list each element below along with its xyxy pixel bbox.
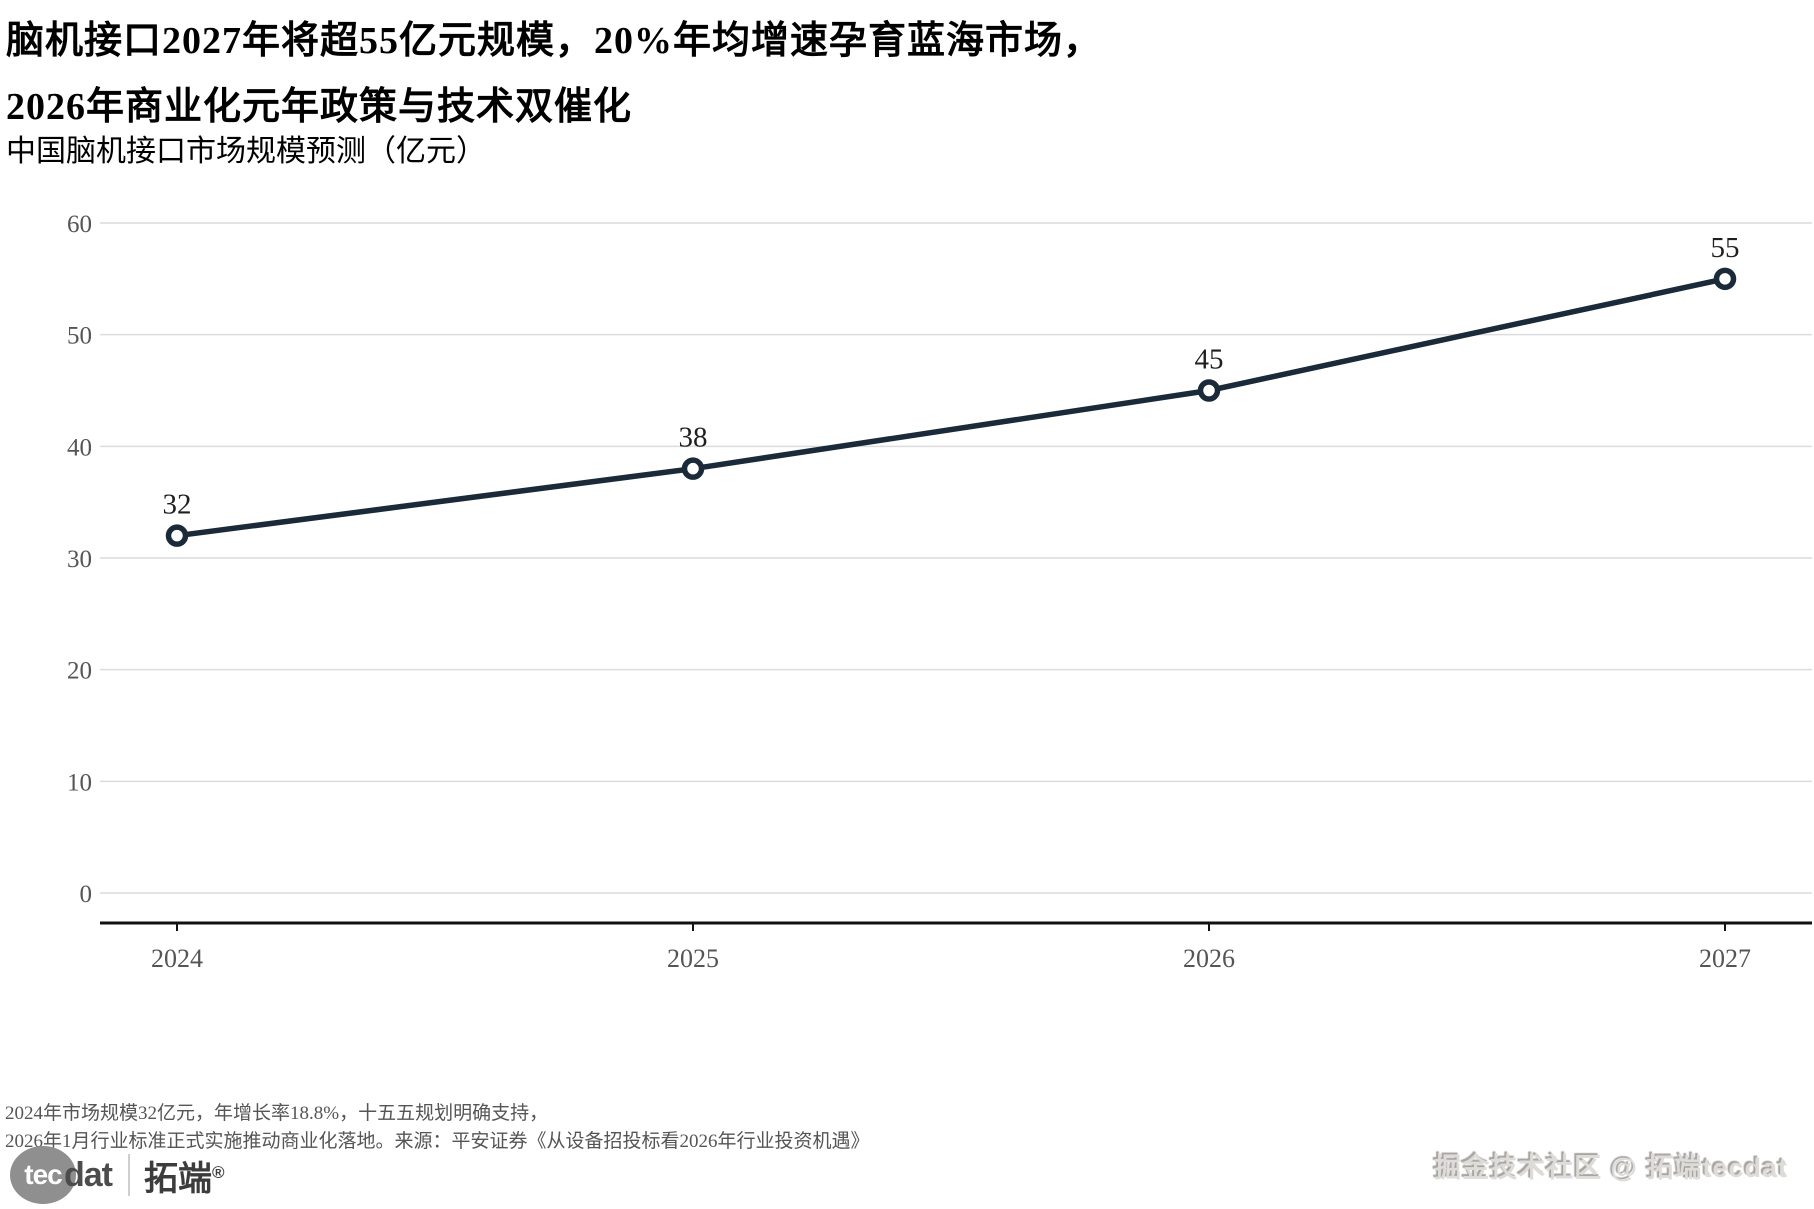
watermark: 掘金技术社区 @ 拓端tecdat <box>1434 1153 1788 1183</box>
chart-headline: 脑机接口2027年将超55亿元规模，20%年均增速孕育蓝海市场， 2026年商业… <box>6 8 1102 140</box>
registered-mark-icon: ® <box>212 1162 225 1182</box>
y-tick-label: 40 <box>67 434 92 461</box>
data-point <box>165 524 189 547</box>
x-tick-label: 2024 <box>151 944 203 973</box>
tecdat-logo-mark: tec <box>10 1146 76 1204</box>
data-point <box>1713 267 1737 291</box>
logo-divider <box>128 1154 130 1196</box>
headline-line-2: 2026年商业化元年政策与技术双催化 <box>6 86 633 128</box>
data-point-label: 55 <box>1711 232 1740 264</box>
y-tick-label: 50 <box>67 323 92 350</box>
y-tick-label: 0 <box>80 881 93 908</box>
data-point <box>681 457 705 480</box>
data-point-label: 32 <box>163 489 192 521</box>
data-point <box>1197 379 1221 402</box>
chart-subtitle: 中国脑机接口市场规模预测（亿元） <box>6 135 486 168</box>
data-point-label: 38 <box>679 422 708 454</box>
y-tick-label: 60 <box>67 211 92 238</box>
x-tick-label: 2025 <box>667 944 719 973</box>
y-tick-label: 30 <box>67 546 92 573</box>
headline-line-1: 脑机接口2027年将超55亿元规模，20%年均增速孕育蓝海市场， <box>6 20 1103 62</box>
trend-line <box>174 276 1728 539</box>
y-tick-label: 10 <box>67 769 92 796</box>
footnote: 2024年市场规模32亿元，年增长率18.8%，十五五规划明确支持， 2026年… <box>5 1100 870 1156</box>
footnote-line-1: 2024年市场规模32亿元，年增长率18.8%，十五五规划明确支持， <box>5 1103 549 1124</box>
logo-text-dat: dat <box>64 1155 113 1194</box>
data-point-label: 45 <box>1195 343 1224 375</box>
logo-text-tec: tec <box>24 1159 62 1190</box>
tecdat-logo: tec dat 拓端® <box>10 1146 225 1204</box>
footnote-line-2: 2026年1月行业标准正式实施推动商业化落地。来源：平安证券《从设备招投标看20… <box>5 1131 870 1152</box>
logo-text-cn: 拓端® <box>144 1159 225 1198</box>
y-tick-label: 20 <box>67 658 92 685</box>
x-tick-label: 2027 <box>1699 944 1751 973</box>
x-tick-label: 2026 <box>1183 944 1235 973</box>
